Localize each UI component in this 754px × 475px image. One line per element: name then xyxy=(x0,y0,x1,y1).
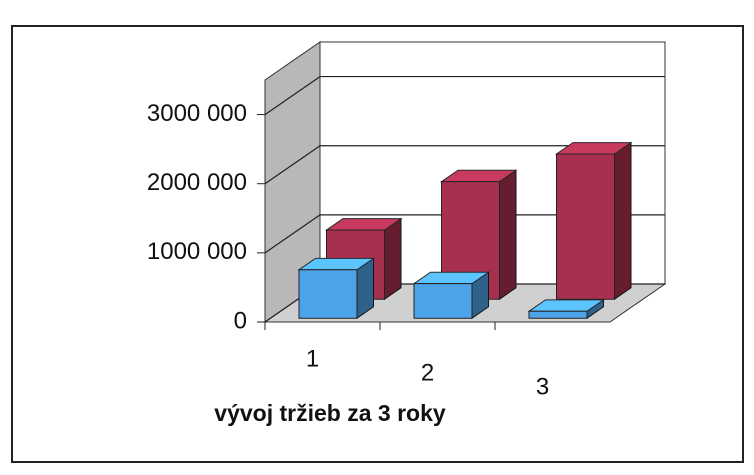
bar-front xyxy=(298,269,358,319)
bar xyxy=(439,169,518,301)
x-axis-label: vývoj tržieb za 3 roky xyxy=(214,400,446,426)
x-tick-label: 2 xyxy=(421,359,434,386)
x-tick-label: 1 xyxy=(306,345,319,372)
bar xyxy=(527,298,606,320)
y-tick-label: 0 xyxy=(234,307,247,334)
y-tick-label: 2000 000 xyxy=(147,169,247,196)
y-tick-label: 1000 000 xyxy=(147,238,247,265)
y-tick-label: 3000 000 xyxy=(147,100,247,127)
bar xyxy=(554,141,633,301)
grid-line xyxy=(264,145,665,185)
grid-line xyxy=(264,75,665,116)
bar-front xyxy=(556,153,615,300)
bar-side xyxy=(499,169,517,301)
bar-front xyxy=(528,310,588,319)
bar-front xyxy=(413,283,473,319)
bar-side xyxy=(614,141,632,301)
bar-side xyxy=(384,217,402,301)
bar xyxy=(297,257,376,320)
grid-line xyxy=(264,214,665,254)
bar xyxy=(412,271,491,320)
x-tick-label: 3 xyxy=(536,373,549,400)
